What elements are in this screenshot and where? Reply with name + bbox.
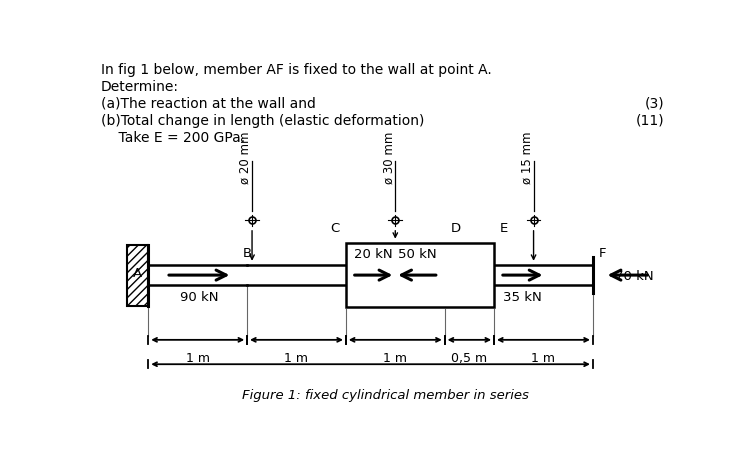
- Text: (b)Total change in length (elastic deformation): (b)Total change in length (elastic defor…: [101, 114, 424, 128]
- Text: ø 30 mm: ø 30 mm: [382, 132, 396, 184]
- Text: 1 m: 1 m: [384, 351, 408, 364]
- Text: 0,5 m: 0,5 m: [451, 351, 487, 364]
- Text: E: E: [500, 222, 508, 235]
- Text: 35 kN: 35 kN: [503, 291, 542, 304]
- Text: 70 kN: 70 kN: [614, 269, 653, 282]
- Text: (3): (3): [644, 97, 664, 111]
- Text: B: B: [243, 246, 252, 259]
- Text: 1 m: 1 m: [186, 351, 210, 364]
- Text: Determine:: Determine:: [101, 80, 179, 94]
- Text: (11): (11): [635, 114, 664, 128]
- Bar: [126, 245, 148, 306]
- Text: (a)The reaction at the wall and: (a)The reaction at the wall and: [101, 97, 316, 111]
- Text: 50 kN: 50 kN: [398, 247, 436, 260]
- Text: 1 m: 1 m: [532, 351, 556, 364]
- Text: A: A: [133, 266, 142, 279]
- Text: F: F: [599, 246, 606, 259]
- Text: ø 15 mm: ø 15 mm: [520, 131, 534, 184]
- Text: 20 kN: 20 kN: [354, 247, 393, 260]
- Text: Take E = 200 GPa.: Take E = 200 GPa.: [101, 131, 245, 145]
- Text: C: C: [331, 222, 340, 235]
- Text: 1 m: 1 m: [284, 351, 308, 364]
- Bar: [126, 245, 148, 306]
- Text: 90 kN: 90 kN: [180, 291, 218, 304]
- Text: Figure 1: fixed cylindrical member in series: Figure 1: fixed cylindrical member in se…: [242, 388, 529, 402]
- Text: ø 20 mm: ø 20 mm: [239, 131, 252, 184]
- Text: In fig 1 below, member AF is fixed to the wall at point A.: In fig 1 below, member AF is fixed to th…: [101, 63, 492, 77]
- Text: D: D: [450, 222, 461, 235]
- Bar: [346, 244, 494, 308]
